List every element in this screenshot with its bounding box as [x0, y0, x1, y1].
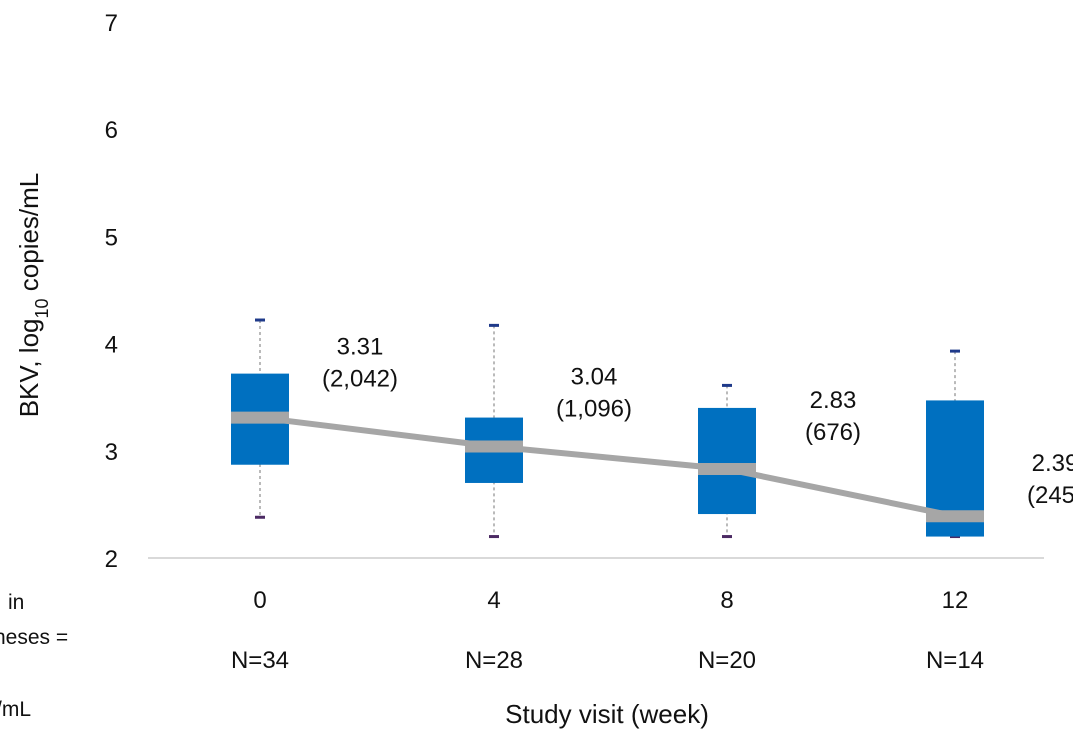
- side-note-line-2: heses =: [0, 626, 68, 649]
- x-tick-label: 4: [487, 587, 500, 614]
- n-label: N=14: [926, 647, 984, 674]
- x-tick-label: 8: [720, 587, 733, 614]
- y-axis-ticks: 2 3 4 5 6 7: [105, 10, 118, 573]
- y-axis-title-subscript: 10: [32, 298, 52, 318]
- y-tick-label: 2: [105, 546, 118, 573]
- y-tick-label: 5: [105, 224, 118, 251]
- y-tick-label: 4: [105, 332, 118, 359]
- median-copies-label: (676): [805, 419, 861, 446]
- y-tick-label: 3: [105, 439, 118, 466]
- y-axis-title: BKV, log10 copies/mL: [14, 173, 52, 418]
- sample-size-labels: N=34 N=28 N=20 N=14: [231, 647, 984, 674]
- median-value-label: 3.04: [571, 364, 618, 391]
- side-note-line-3: /mL: [0, 698, 31, 721]
- n-label: N=20: [698, 647, 756, 674]
- median-value-label: 3.31: [337, 334, 384, 361]
- median-copies-label: (245): [1027, 482, 1073, 509]
- n-label: N=28: [465, 647, 523, 674]
- y-tick-label: 6: [105, 117, 118, 144]
- median-trend: [231, 411, 984, 523]
- median-value-label: 2.39: [1032, 450, 1073, 477]
- y-tick-label: 7: [105, 10, 118, 37]
- median-copies-label: (1,096): [556, 396, 632, 423]
- median-trend-line: [259, 414, 956, 520]
- n-label: N=34: [231, 647, 289, 674]
- x-tick-label: 0: [253, 587, 266, 614]
- x-tick-label: 12: [942, 587, 969, 614]
- x-axis-title: Study visit (week): [505, 699, 709, 729]
- median-copies-label: (2,042): [322, 366, 398, 393]
- iqr-box: [698, 407, 756, 515]
- x-axis-ticks: 0 4 8 12: [253, 587, 968, 614]
- median-annotations: 3.31 (2,042) 3.04 (1,096) 2.83 (676) 2.39 (245): [322, 334, 1073, 510]
- side-note-line-1: in: [8, 591, 24, 614]
- median-value-label: 2.83: [810, 387, 857, 414]
